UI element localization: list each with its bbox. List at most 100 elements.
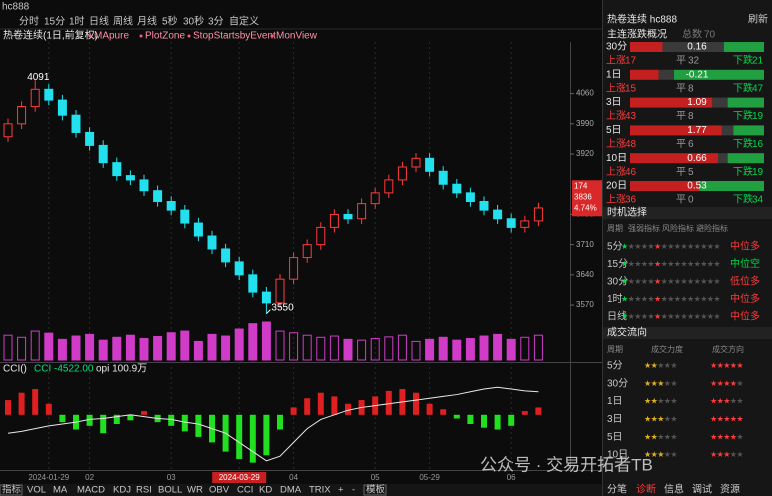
cci-label: CCI() [3,364,27,375]
star: ★ [641,277,648,286]
period-button[interactable]: 自定义 [229,15,259,28]
sidebar-tab[interactable]: 诊断 [636,483,656,496]
period-button[interactable]: 3分 [208,16,224,28]
indicator-tab[interactable]: KDJ [113,485,131,496]
column-header: 周期 [607,345,623,354]
star: ★ [694,312,701,321]
indicator-name[interactable]: MonView [276,31,318,42]
sidebar-tab[interactable]: 调试 [692,483,712,496]
star: ★ [621,260,628,269]
star: ★ [723,379,730,388]
period-button[interactable]: 周线 [113,15,133,28]
x-tick-label: 03 [167,473,176,482]
volume-bar [207,333,217,361]
sidebar-tab[interactable]: 分笔 [607,483,627,496]
cci-value: CCI -4522.00 [34,364,94,375]
status: 中位空 [730,257,760,270]
star: ★ [647,312,654,321]
star: ★ [644,415,651,424]
indicator-tab[interactable]: 模板 [366,484,386,496]
indicator-tab[interactable]: KD [259,485,272,496]
breadth-segment [698,181,764,191]
period-button[interactable]: 30秒 [183,15,204,28]
indicator-name[interactable]: MApure [94,31,129,42]
indicator-tab[interactable]: RSI [136,485,152,496]
star: ★ [651,361,658,370]
indicator-name[interactable]: PlotZone [145,31,185,42]
cci-bar [453,414,460,419]
cci-bar [277,414,283,430]
column-header: 成交方向 [712,344,744,354]
star: ★ [730,415,737,424]
star: ★ [730,450,737,459]
count-value: 0 [688,195,694,206]
indicator-name[interactable]: StopStartsbyEvent [193,31,276,42]
sidebar-title: 热卷连续 hc888 [607,13,677,26]
star: ★ [621,312,628,321]
star: ★ [694,260,701,269]
candle-body [493,209,503,220]
period-button[interactable]: 分时 [19,16,39,28]
star: ★ [657,432,664,441]
candle-body [248,274,258,293]
volume-bar [411,340,421,361]
tab-frame [363,484,387,496]
opi-value: opi 100.9万 [96,364,147,375]
indicator-tab[interactable]: TRIX [309,485,331,496]
star: ★ [713,277,720,286]
period-button[interactable]: 月线 [137,15,157,28]
star: ★ [710,415,717,424]
indicator-tab[interactable]: VOL [27,485,46,496]
candle-body [98,144,108,164]
count-value: 34 [752,195,764,206]
cci-bar [521,411,528,415]
indicator-tab[interactable]: MACD [77,485,105,496]
breadth-segment [658,69,675,80]
star: ★ [644,379,651,388]
star: ★ [710,361,717,370]
star: ★ [736,415,743,424]
indicator-tab[interactable]: CCI [237,485,253,496]
volume-bar [221,335,231,361]
period-button[interactable]: 日线 [89,15,109,28]
period-button[interactable]: 15分 [44,16,65,28]
indicator-tab[interactable]: - [352,485,355,496]
sidebar-tab[interactable]: 资源 [720,483,740,496]
star: ★ [670,432,677,441]
indicator-tab[interactable]: DMA [280,485,302,496]
period-button[interactable]: 5秒 [162,15,178,28]
candle-body [479,200,489,211]
indicator-tab[interactable]: BOLL [158,485,182,496]
star: ★ [634,295,641,304]
volume-bar [153,335,163,361]
star: ★ [707,242,714,251]
cci-bar [86,414,93,426]
candle-body [221,248,231,263]
cci-bar [426,403,433,415]
volume-bar [193,340,203,361]
indicator-tab[interactable]: MA [53,485,68,496]
last-price-box [572,180,602,217]
indicator-tab[interactable]: + [338,485,344,496]
period: 3日 [606,97,622,108]
star: ★ [723,415,730,424]
star: ★ [667,295,674,304]
period-button[interactable]: 1时 [69,16,85,28]
chart-title: 热卷连续(1日,前复权) [3,29,98,42]
volume-bar [234,328,244,361]
star: ★ [628,242,635,251]
star: ★ [654,277,661,286]
candle-body [329,213,339,228]
volume-bar [493,333,503,361]
candle-body [3,123,13,138]
cci-bar [481,414,487,428]
indicator-tab[interactable]: 指标 [2,484,22,496]
cci-bar [304,398,311,415]
star: ★ [723,432,730,441]
breadth-segment [630,97,713,108]
indicator-tab[interactable]: WR [187,485,203,496]
refresh-button[interactable]: 刷新 [748,13,768,26]
sidebar-tab[interactable]: 信息 [664,483,684,496]
indicator-tab[interactable]: OBV [209,485,230,496]
star: ★ [654,242,661,251]
